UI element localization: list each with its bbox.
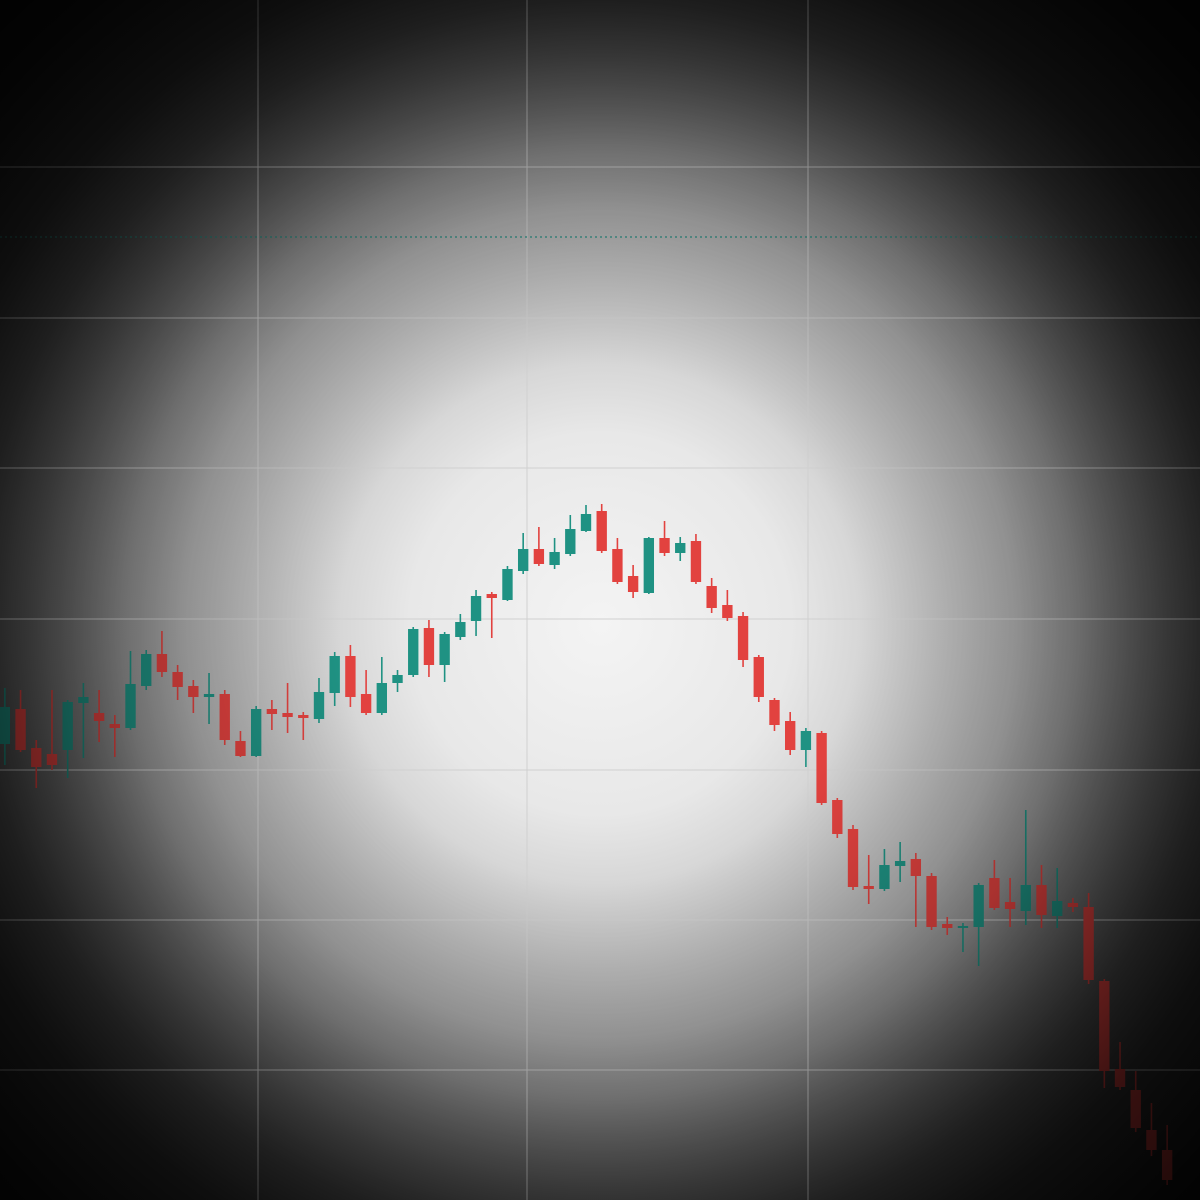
candle-body (31, 748, 42, 767)
candle-body (282, 713, 293, 717)
candle-body (455, 622, 466, 637)
candle-body (612, 549, 623, 582)
candle-body (423, 628, 435, 665)
candle-body (1067, 903, 1079, 907)
candle-body (502, 569, 513, 600)
candle-body (785, 721, 796, 750)
candle-body (737, 616, 749, 660)
candle-body (470, 596, 482, 621)
candle-body (659, 538, 670, 553)
candle-body (989, 878, 1000, 908)
candle-body (93, 713, 105, 721)
candle-body (957, 926, 969, 928)
candle-body (156, 654, 168, 672)
candle-body (203, 694, 215, 697)
candle-body (141, 654, 152, 686)
candle-body (973, 885, 984, 927)
candle-body (1161, 1150, 1173, 1180)
candle-body (769, 700, 780, 725)
candle-body (942, 924, 953, 928)
candle-body (1083, 907, 1094, 980)
candle-body (533, 549, 545, 564)
candle-body (910, 859, 922, 876)
candle-body (109, 724, 120, 728)
candle-body (376, 683, 387, 713)
candle-body (847, 829, 859, 887)
candle-body (722, 605, 733, 618)
candle-body (392, 675, 403, 683)
candle-body (926, 876, 937, 927)
candle-body (879, 865, 890, 889)
candle-body (1146, 1130, 1157, 1150)
candle-body (0, 707, 11, 744)
candle-body (250, 709, 262, 756)
candle-body (345, 656, 356, 697)
candle-body (832, 800, 843, 834)
candle-body (1036, 885, 1047, 915)
candle-body (643, 538, 655, 593)
candle-body (439, 634, 450, 665)
candle-body (1020, 885, 1031, 911)
candle-body (172, 672, 183, 687)
candle-body (235, 741, 246, 756)
candle-body (894, 861, 906, 866)
candle-body (627, 576, 639, 592)
candle-body (706, 586, 717, 608)
candle-body (1099, 981, 1110, 1071)
candle-body (125, 684, 136, 728)
candle-body (816, 733, 827, 803)
candle-body (565, 529, 576, 554)
candle-body (863, 886, 874, 889)
candle-body (675, 543, 686, 553)
candle-body (219, 694, 230, 740)
candle-body (800, 731, 812, 750)
candle-body (1052, 901, 1063, 916)
candle-body (690, 541, 702, 582)
candle-body (46, 754, 58, 765)
candle-body (486, 594, 497, 598)
candle-body (517, 549, 529, 571)
candle-body (580, 514, 592, 531)
candle-body (329, 656, 340, 693)
candle-body (1114, 1069, 1126, 1087)
candle-body (298, 715, 309, 718)
candle-body (188, 686, 199, 697)
candle-body (549, 552, 560, 565)
candle-body (78, 697, 89, 703)
candle-body (753, 657, 764, 697)
vertical-grid (257, 0, 809, 1200)
candle-body (313, 692, 325, 719)
candle-body (596, 511, 607, 551)
candle-body (62, 702, 73, 750)
candle-body (408, 629, 419, 675)
candle-body (15, 709, 26, 750)
candle-body (1004, 902, 1016, 909)
candle-body (266, 709, 278, 714)
candle-body (1130, 1090, 1141, 1128)
candle-body (360, 694, 372, 713)
